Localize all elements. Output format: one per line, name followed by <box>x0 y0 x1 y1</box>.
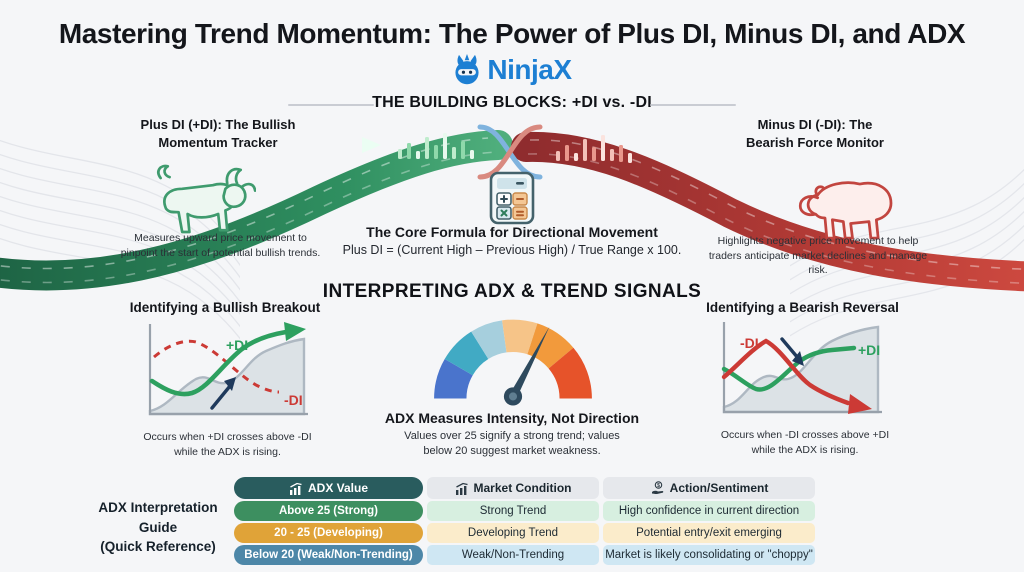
left-wave-decoration <box>0 139 240 340</box>
adx-gauge <box>434 319 592 406</box>
plus-di-label: +DI <box>226 337 248 353</box>
adx-reference-table: ADX Value Market Condition $ Action/Sent… <box>234 477 815 565</box>
table-header-action-sentiment: $ Action/Sentiment <box>603 477 815 499</box>
table-row-adx-value: Above 25 (Strong) <box>234 501 423 521</box>
bullish-panel-heading: Identifying a Bullish Breakout <box>129 300 321 315</box>
minus-di-label: -DI <box>284 392 303 408</box>
bull-icon <box>157 164 256 234</box>
table-row-action-sentiment: Market is likely consolidating or "chopp… <box>603 545 815 565</box>
page-title: Mastering Trend Momentum: The Power of P… <box>58 18 966 49</box>
breakout-arrow <box>210 384 232 410</box>
table-side-label: ADX Interpretation Guide (Quick Referenc… <box>98 500 218 555</box>
table-row-market-condition: Developing Trend <box>427 523 599 543</box>
formula-heading: The Core Formula for Directional Movemen… <box>366 224 658 240</box>
table-row-action-sentiment: Potential entry/exit emerging <box>603 523 815 543</box>
bearish-panel-heading: Identifying a Bearish Reversal <box>706 300 899 315</box>
gauge-heading: ADX Measures Intensity, Not Direction <box>384 410 640 426</box>
table-header-market-condition: Market Condition <box>427 477 599 499</box>
gauge-caption: Values over 25 signify a strong trend; v… <box>404 430 620 458</box>
bar-chart-icon <box>289 482 302 495</box>
table-row-market-condition: Strong Trend <box>427 501 599 521</box>
calculator-icon <box>489 171 535 225</box>
hand-coin-icon: $ <box>651 481 663 495</box>
formula-text: Plus DI = (Current High – Previous High)… <box>342 243 682 257</box>
svg-text:$: $ <box>657 483 660 489</box>
table-row-adx-value: 20 - 25 (Developing) <box>234 523 423 543</box>
table-row-action-sentiment: High confidence in current direction <box>603 501 815 521</box>
bearish-reversal-chart: -DI +DI <box>721 322 882 414</box>
plus-di-heading: Plus DI (+DI): The Bullish Momentum Trac… <box>140 117 296 150</box>
plus-di-caption: Measures upward price movement to pinpoi… <box>120 232 321 259</box>
bar-chart-icon <box>455 482 468 495</box>
minus-di-label: -DI <box>740 335 759 351</box>
plus-di-label: +DI <box>858 342 880 358</box>
heading-rule-left <box>288 104 374 106</box>
plus-di-arrowhead <box>284 322 306 341</box>
minus-di-caption: Highlights negative price movement to he… <box>708 235 928 277</box>
brand-logo: NinjaX <box>0 54 1024 86</box>
red-histogram-texture <box>556 135 632 163</box>
reversal-arrow <box>780 337 800 360</box>
ninja-icon <box>455 54 479 85</box>
table-header-adx-value: ADX Value <box>234 477 423 499</box>
bearish-panel-caption: Occurs when -DI crosses above +DI while … <box>720 429 890 456</box>
minus-di-line <box>721 338 851 406</box>
interpreting-heading: INTERPRETING ADX & TREND SIGNALS <box>322 281 702 302</box>
plus-di-line <box>721 345 857 392</box>
chart-axes <box>722 322 882 414</box>
table-row-market-condition: Weak/Non-Trending <box>427 545 599 565</box>
gauge-needle <box>509 326 550 399</box>
heading-rule-right <box>650 104 736 106</box>
chart-axes <box>148 324 308 416</box>
minus-di-arrowhead <box>848 394 872 414</box>
plus-di-line <box>149 329 289 397</box>
table-row-adx-value: Below 20 (Weak/Non-Trending) <box>234 545 423 565</box>
bear-icon <box>798 181 893 240</box>
green-histogram-texture <box>362 133 474 159</box>
brand-name: NinjaX <box>487 54 572 85</box>
minus-di-heading: Minus DI (-DI): The Bearish Force Monito… <box>746 117 884 150</box>
building-blocks-heading: THE BUILDING BLOCKS: +DI vs. -DI <box>372 94 652 111</box>
bullish-panel-caption: Occurs when +DI crosses above -DI while … <box>143 431 312 458</box>
bullish-breakout-chart: +DI -DI <box>148 322 308 416</box>
